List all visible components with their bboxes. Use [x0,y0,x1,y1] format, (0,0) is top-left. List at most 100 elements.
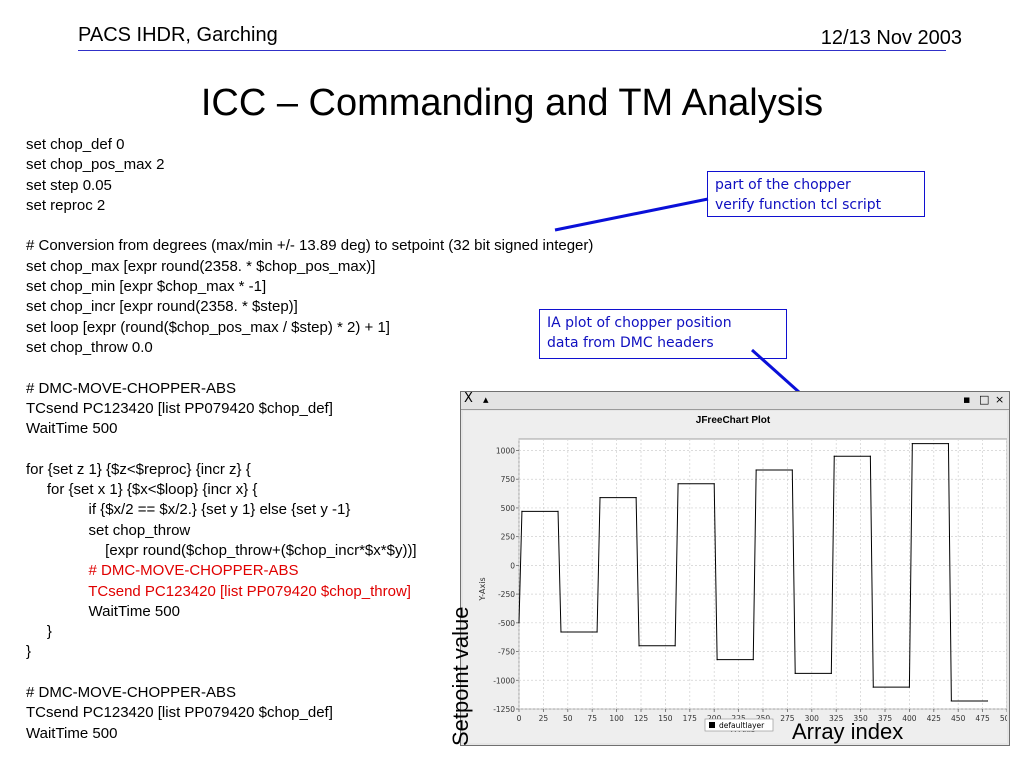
window-close-x-icon[interactable]: X [464,391,473,406]
data-point [518,622,520,624]
script-line: # Conversion from degrees (max/min +/- 1… [26,237,594,255]
script-line: for {set z 1} {$z<$reproc} {incr z} { [26,460,251,478]
script-line: set chop_def 0 [26,136,125,153]
y-tick-label: 250 [501,533,516,542]
x-tick-label: 75 [587,714,597,723]
data-point [947,442,950,445]
x-tick-label: 425 [927,714,942,723]
x-tick-label: 225 [731,714,746,723]
x-tick-label: 500 [1000,714,1007,723]
header-date: 12/13 Nov 2003 [820,27,962,49]
x-tick-label: 275 [780,714,795,723]
x-tick-label: 125 [634,714,649,723]
data-point [791,469,793,471]
script-line: set step 0.05 [26,176,112,194]
data-point [833,455,835,457]
script-line: WaitTime 500 [26,420,118,438]
window-titlebar[interactable]: X ▴ ▪ □ × [461,392,1009,410]
script-line: set loop [expr (round($chop_pos_max / $s… [26,318,390,336]
script-line: # DMC-MOVE-CHOPPER-ABS [26,562,299,580]
script-line: if {$x/2 == $x/2.} {set y 1} else {set y… [26,501,351,519]
script-line: TCsend PC123420 [list PP079420 $chop_thr… [26,582,411,600]
y-axis-label: Y-Axis [478,577,487,601]
script-line: TCsend PC123420 [list PP079420 $chop_def… [26,399,333,417]
close-icon[interactable]: × [995,393,1005,406]
script-line: set chop_pos_max 2 [26,156,165,174]
data-point [596,631,598,633]
data-point [560,631,562,633]
y-axis-annotation: Setpoint value [448,606,473,746]
script-line: for {set x 1} {$x<$loop} {incr x} { [26,481,258,499]
y-tick-label: 0 [510,561,515,570]
script-line: set chop_incr [expr round(2358. * $step)… [26,298,298,316]
data-point [716,658,718,661]
minimize-icon[interactable]: ▪ [963,393,971,406]
y-tick-label: -500 [498,619,515,628]
x-tick-label: 25 [539,714,549,723]
x-tick-label: 175 [683,714,698,723]
plot-window: X ▴ ▪ □ × JFreeChart Plot -1250 -1000 -750 -… [460,391,1010,746]
script-line: # DMC-MOVE-CHOPPER-ABS [26,379,237,397]
data-point [794,672,796,674]
callout-plot-note: IA plot of chopper position data from DM… [539,309,787,359]
y-tick-label: -1250 [493,705,515,714]
data-point [599,496,601,499]
x-tick-label: 450 [951,714,966,723]
maximize-icon[interactable]: □ [979,393,990,406]
script-line: set chop_throw 0.0 [26,338,153,356]
x-tick-label: 0 [517,714,522,723]
script-line: set chop_min [expr $chop_max * -1] [26,278,267,296]
y-tick-label: 500 [501,504,516,513]
legend-box [704,718,774,732]
data-point [752,658,754,661]
header-left: PACS IHDR, Garching [78,24,278,46]
x-tick-label: 350 [853,714,868,723]
script-line: WaitTime 500 [26,602,180,620]
data-point [638,645,640,647]
data-point [557,510,559,512]
script-line: WaitTime 500 [26,724,118,742]
y-tick-label: -750 [498,648,515,657]
data-point [674,645,676,647]
chart-svg: JFreeChart Plot -1250 -1000 -750 -500 -250 0 25… [478,415,1007,734]
x-tick-label: 300 [805,714,820,723]
data-point [986,700,989,702]
y-tick-label: 750 [501,475,516,484]
callout-script-note: part of the chopper verify function tcl … [707,171,925,217]
data-point [872,686,874,688]
x-axis-annotation: Array index [792,719,904,744]
slide-title: ICC – Commanding and TM Analysis [200,82,824,124]
x-tick-label: 100 [609,714,624,723]
data-point [635,496,637,499]
script-line [26,216,593,236]
x-tick-label: 325 [829,714,844,723]
data-point [908,686,910,688]
x-tick-label: 475 [975,714,990,723]
data-point [677,483,679,485]
data-point [713,483,715,485]
y-tick-label: 1000 [496,446,515,455]
x-tick-label: 150 [658,714,673,723]
script-line: TCsend PC123420 [list PP079420 $chop_def… [26,704,333,722]
script-line [26,358,593,378]
chart-title: JFreeChart Plot [696,415,771,426]
x-tick-label: 50 [563,714,573,723]
script-line: set chop_throw [26,521,191,539]
chart-panel: JFreeChart Plot -1250 -1000 -750 -500 -250 0 25… [463,411,1007,743]
data-point [869,455,871,457]
pin-icon[interactable]: ▴ [483,393,489,406]
script-line: } [26,623,52,641]
data-point [830,672,832,674]
script-line: set reproc 2 [26,196,106,214]
x-tick-label: 200 [707,714,722,723]
legend-label: defaultlayer [719,721,765,730]
x-tick-label: 375 [878,714,893,723]
header-divider [78,50,946,51]
data-point [521,510,523,512]
data-point [755,469,757,471]
script-line: # DMC-MOVE-CHOPPER-ABS [26,684,237,702]
x-tick-label: 400 [902,714,917,723]
legend-swatch [709,722,715,728]
data-point [950,700,952,702]
data-point [911,442,913,445]
